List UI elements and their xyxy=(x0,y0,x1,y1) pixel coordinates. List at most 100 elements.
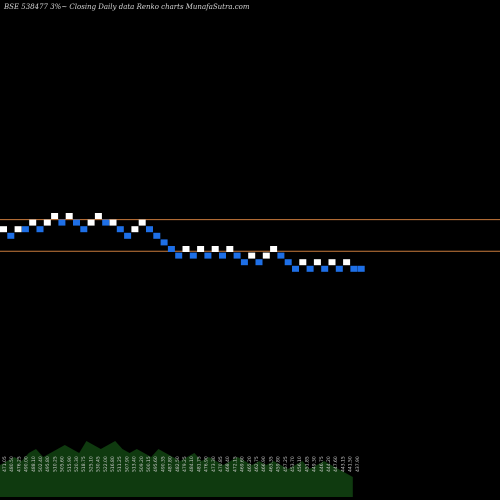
volume-label: 463.35 xyxy=(268,456,274,472)
renko-brick-down xyxy=(146,226,153,233)
renko-brick-up xyxy=(226,246,234,252)
volume-label: 505.60 xyxy=(60,456,66,472)
volume-label: 470.85 xyxy=(218,456,224,472)
renko-brick-down xyxy=(335,265,343,272)
volume-label: 490.35 xyxy=(160,456,166,472)
volume-label: 518.75 xyxy=(81,456,87,472)
volume-label: 437.90 xyxy=(355,456,361,472)
renko-brick-down xyxy=(80,226,88,233)
volume-label: 509.20 xyxy=(139,456,145,472)
volume-label: 476.90 xyxy=(204,456,210,472)
renko-brick-up xyxy=(29,219,37,226)
renko-brick-down xyxy=(321,265,329,272)
renko-brick-up xyxy=(51,213,59,219)
volume-label: 453.70 xyxy=(290,456,296,472)
renko-brick-down xyxy=(277,252,285,259)
renko-brick-up xyxy=(211,246,219,252)
volume-label: 487.80 xyxy=(168,456,174,472)
renko-brick-down xyxy=(219,252,226,259)
volume-label: 472.15 xyxy=(232,456,238,472)
renko-brick-down xyxy=(233,252,241,259)
renko-brick-up xyxy=(343,259,351,266)
renko-brick-down xyxy=(167,246,175,252)
renko-brick-down xyxy=(102,219,110,226)
renko-brick-down xyxy=(306,265,314,272)
volume-label: 488.10 xyxy=(31,456,37,472)
volume-label: 500.15 xyxy=(146,456,152,472)
renko-brick-down xyxy=(116,226,124,233)
renko-brick-up xyxy=(43,219,51,226)
volume-area xyxy=(0,441,353,497)
volume-label: 451.85 xyxy=(304,456,310,472)
volume-label: 522.00 xyxy=(103,456,109,472)
renko-brick-up xyxy=(313,259,321,266)
volume-label: 469.60 xyxy=(240,456,246,472)
volume-label: 481.75 xyxy=(196,456,202,472)
volume-label: 507.90 xyxy=(124,456,130,472)
volume-label: 515.90 xyxy=(67,456,73,472)
volume-label: 480.50 xyxy=(9,456,15,472)
volume-label: 466.90 xyxy=(261,456,267,472)
renko-brick-up xyxy=(131,226,139,233)
volume-label: 447.60 xyxy=(333,456,339,472)
volume-label: 446.75 xyxy=(319,456,325,472)
renko-brick-down xyxy=(73,219,80,226)
volume-label: 490.00 xyxy=(24,456,30,472)
renko-brick-down xyxy=(160,239,168,246)
renko-brick-down xyxy=(240,259,248,266)
renko-brick-down xyxy=(350,265,358,272)
renko-brick-up xyxy=(299,259,307,266)
renko-brick-up xyxy=(109,219,117,226)
chart-title: BSE 538477 3%~ Closing Daily data Renko … xyxy=(4,3,250,11)
volume-label: 520.30 xyxy=(74,456,80,472)
volume-label: 476.25 xyxy=(16,456,22,472)
volume-label: 513.40 xyxy=(132,456,138,472)
volume-label: 457.25 xyxy=(283,456,289,472)
renko-brick-up xyxy=(328,259,336,266)
volume-label: 471.05 xyxy=(2,456,8,472)
volume-label: 495.80 xyxy=(45,456,51,472)
volume-label: 456.10 xyxy=(297,456,303,472)
renko-brick-up xyxy=(182,246,190,252)
renko-brick-up xyxy=(87,219,95,226)
renko-brick-up xyxy=(0,226,7,233)
volume-label: 465.20 xyxy=(247,456,253,472)
volume-label: 479.25 xyxy=(182,456,188,472)
renko-brick-down xyxy=(255,259,263,266)
renko-brick-down xyxy=(7,232,15,239)
renko-brick-up xyxy=(197,246,205,252)
renko-brick-down xyxy=(175,252,183,259)
volume-label: 473.30 xyxy=(211,456,217,472)
volume-label: 449.30 xyxy=(312,456,318,472)
volume-label: 502.40 xyxy=(38,456,44,472)
volume-label: 484.10 xyxy=(189,456,195,472)
volume-label: 482.50 xyxy=(175,456,181,472)
renko-brick-up xyxy=(138,219,146,226)
renko-brick-up xyxy=(262,252,270,259)
renko-brick-up xyxy=(270,246,278,252)
volume-label: 511.25 xyxy=(117,456,123,472)
renko-brick-up xyxy=(94,213,102,219)
renko-brick-down xyxy=(292,265,299,272)
volume-label: 444.20 xyxy=(326,456,332,472)
renko-brick-down xyxy=(204,252,212,259)
renko-brick-down xyxy=(124,232,132,239)
volume-label: 459.80 xyxy=(276,456,282,472)
renko-brick-up xyxy=(248,252,256,259)
renko-brick-down xyxy=(36,226,44,233)
renko-brick-down xyxy=(58,219,66,226)
volume-label: 530.45 xyxy=(96,456,102,472)
volume-label: 462.75 xyxy=(254,456,260,472)
renko-brick-down xyxy=(284,259,292,266)
renko-brick-up xyxy=(14,226,22,233)
volume-label: 441.50 xyxy=(348,456,354,472)
renko-brick-down xyxy=(21,226,29,233)
renko-brick-down xyxy=(153,232,161,239)
volume-label: 510.25 xyxy=(52,456,58,472)
renko-brick-down xyxy=(357,265,365,272)
volume-label: 443.15 xyxy=(340,456,346,472)
volume-label: 495.60 xyxy=(153,456,159,472)
volume-label: 468.40 xyxy=(225,456,231,472)
